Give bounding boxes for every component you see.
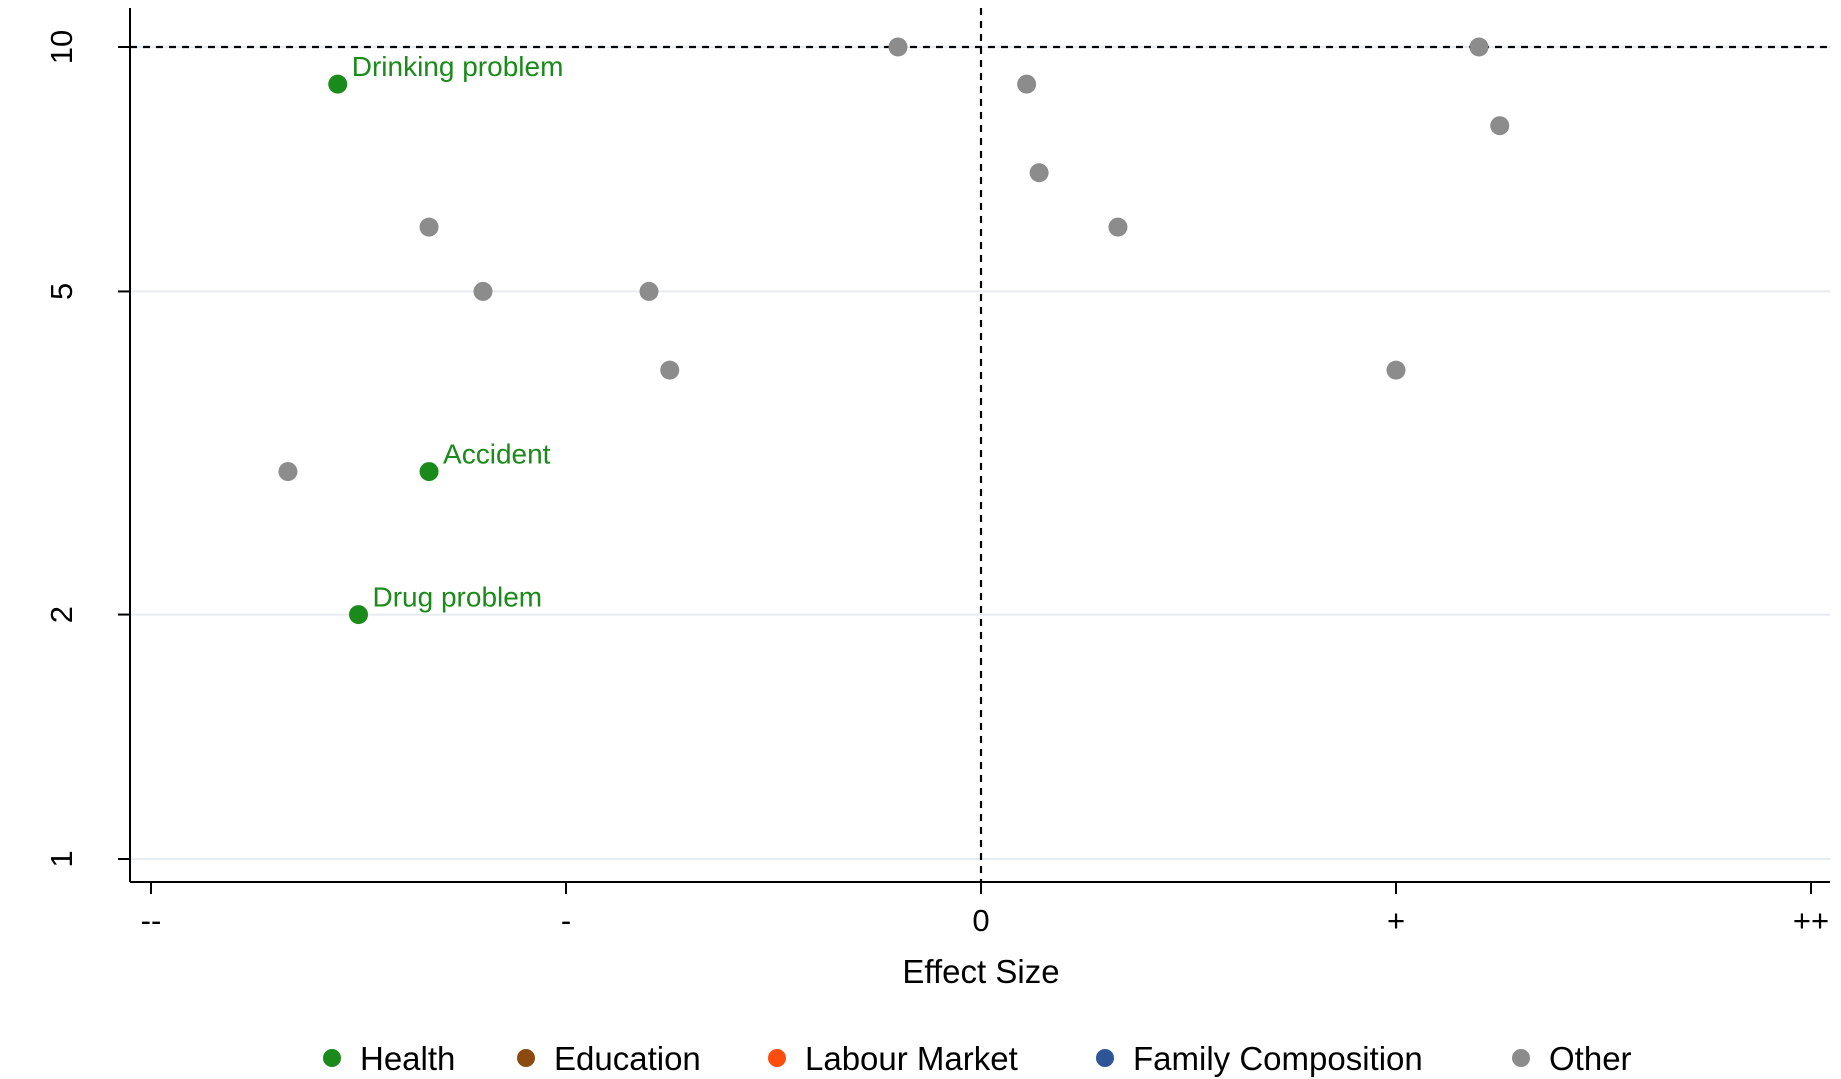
y-tick-label: 2 [44, 606, 79, 623]
point-other [1469, 37, 1489, 57]
point-other [639, 281, 659, 301]
y-tick-label: 10 [44, 30, 79, 64]
point-other [278, 462, 298, 482]
point-other [1017, 74, 1037, 94]
reference-lines [130, 8, 1830, 882]
point-other [1490, 116, 1510, 136]
legend-marker [323, 1049, 341, 1067]
legend-label: Other [1549, 1040, 1632, 1077]
point-other [888, 37, 908, 57]
point-label: Accident [443, 439, 551, 470]
point-label: Drinking problem [352, 51, 564, 82]
x-tick-label: 0 [972, 903, 989, 938]
point-health [349, 605, 368, 625]
x-axis-title: Effect Size [902, 953, 1059, 990]
point-health [419, 462, 439, 482]
point-other [419, 217, 439, 237]
legend-label: Health [360, 1040, 455, 1077]
point-other [1029, 163, 1049, 183]
point-other [473, 281, 493, 301]
point-other [1108, 217, 1128, 237]
x-tick-label: - [561, 903, 571, 938]
legend-marker [517, 1049, 535, 1067]
point-health [328, 74, 348, 94]
axes: 125102050100---0+++ [44, 8, 1830, 938]
data-points [278, 37, 1510, 625]
y-tick-label: 1 [44, 850, 79, 867]
legend-marker [768, 1049, 786, 1067]
x-tick-label: + [1387, 903, 1405, 938]
legend-label: Family Composition [1133, 1040, 1423, 1077]
legend-label: Education [554, 1040, 701, 1077]
legend-label: Labour Market [805, 1040, 1018, 1077]
point-other [660, 360, 680, 380]
legend: Health Education Labour Market Family Compo… [323, 1040, 1632, 1077]
legend-marker [1512, 1049, 1530, 1067]
legend-marker [1096, 1049, 1114, 1067]
point-label: Drug problem [373, 582, 543, 613]
point-other [1386, 360, 1406, 380]
x-tick-label: -- [141, 903, 162, 938]
y-tick-label: 5 [44, 283, 79, 300]
x-tick-label: ++ [1793, 903, 1829, 938]
